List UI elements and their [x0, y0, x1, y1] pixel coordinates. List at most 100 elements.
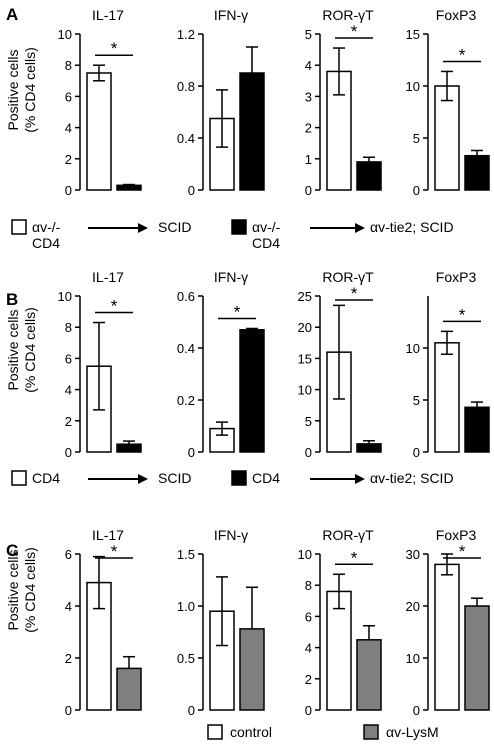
y-tick-label: 0: [305, 183, 312, 198]
legend-swatch-black: [231, 470, 247, 486]
significance-star: *: [459, 542, 466, 561]
significance-star: *: [111, 297, 118, 316]
y-tick-label: 6: [65, 547, 72, 562]
bar-black: [464, 406, 490, 453]
y-tick-label: 2: [65, 651, 72, 666]
legend-swatch-white: [11, 470, 27, 486]
y-tick-label: 6: [305, 609, 312, 624]
y-tick-label: 20: [406, 599, 420, 614]
bar-black: [464, 154, 490, 191]
y-tick-label: 0.5: [177, 651, 195, 666]
y-tick-label: 8: [65, 320, 72, 335]
bar-black: [116, 184, 142, 191]
bar-black: [116, 443, 142, 453]
chart-title: ROR-γT: [322, 527, 374, 543]
y-tick-label: 0: [413, 183, 420, 198]
y-tick-label: 4: [305, 641, 312, 656]
legend-label: αv-LysM: [386, 724, 439, 740]
y-axis-label: Positive cells: [5, 550, 21, 631]
y-tick-label: 6: [65, 89, 72, 104]
chart-title: ROR-γT: [322, 7, 374, 23]
legend-target-label: SCID: [158, 219, 191, 235]
bar-white: [434, 85, 460, 191]
bar-gray: [116, 667, 142, 711]
y-tick-label: 3: [305, 89, 312, 104]
y-tick-label: 0: [188, 445, 195, 460]
significance-star: *: [459, 305, 466, 324]
bar-black: [239, 329, 265, 453]
y-tick-label: 1.2: [177, 27, 195, 42]
bar-white: [434, 563, 460, 711]
y-tick-label: 2: [65, 152, 72, 167]
y-axis-label: Positive cells: [5, 310, 21, 391]
bar-black: [356, 161, 382, 191]
chart-title: FoxP3: [436, 269, 477, 285]
legend-label: CD4: [252, 235, 280, 251]
y-tick-label: 2: [305, 121, 312, 136]
legend-target-label: αv-tie2; SCID: [370, 219, 454, 235]
y-axis-label: (% CD4 cells): [22, 547, 38, 633]
bar-gray: [239, 628, 265, 711]
y-tick-label: 8: [65, 58, 72, 73]
legend-label: αv-/-: [252, 219, 281, 235]
y-tick-label: 4: [305, 58, 312, 73]
y-axis-label: (% CD4 cells): [22, 307, 38, 393]
y-tick-label: 5: [305, 27, 312, 42]
legend-swatch-white: [11, 219, 27, 235]
y-tick-label: 1: [305, 152, 312, 167]
bar-black: [356, 443, 382, 453]
y-tick-label: 4: [65, 121, 72, 136]
y-tick-label: 0.2: [177, 393, 195, 408]
y-tick-label: 0.8: [177, 79, 195, 94]
y-tick-label: 30: [406, 547, 420, 562]
y-tick-label: 6: [65, 351, 72, 366]
y-tick-label: 4: [65, 383, 72, 398]
y-tick-label: 0: [413, 445, 420, 460]
y-tick-label: 5: [413, 393, 420, 408]
y-tick-label: 10: [58, 289, 72, 304]
y-tick-label: 15: [298, 351, 312, 366]
y-tick-label: 0: [188, 183, 195, 198]
panel-label-B: B: [6, 290, 18, 309]
chart-title: ROR-γT: [322, 269, 374, 285]
y-tick-label: 5: [305, 414, 312, 429]
panel-label-A: A: [6, 5, 18, 24]
y-tick-label: 0.6: [177, 289, 195, 304]
chart-title: FoxP3: [436, 7, 477, 23]
bar-white: [86, 72, 112, 191]
bar-white: [326, 590, 352, 711]
legend-target-label: αv-tie2; SCID: [370, 470, 454, 486]
chart-title: IFN-γ: [214, 7, 248, 23]
significance-star: *: [111, 39, 118, 58]
y-tick-label: 1.5: [177, 547, 195, 562]
y-tick-label: 0: [305, 703, 312, 718]
panel-label-C: C: [6, 541, 18, 560]
y-tick-label: 5: [413, 131, 420, 146]
y-tick-label: 0: [188, 703, 195, 718]
chart-title: IL-17: [92, 269, 124, 285]
y-tick-label: 0: [65, 445, 72, 460]
legend-swatch-black: [231, 219, 247, 235]
y-tick-label: 10: [298, 547, 312, 562]
y-tick-label: 0: [305, 445, 312, 460]
y-tick-label: 10: [406, 79, 420, 94]
y-tick-label: 10: [58, 27, 72, 42]
y-tick-label: 20: [298, 320, 312, 335]
bar-black: [239, 72, 265, 191]
legend-label: CD4: [32, 470, 60, 486]
y-tick-label: 10: [406, 341, 420, 356]
bar-white: [434, 342, 460, 453]
y-tick-label: 0: [65, 703, 72, 718]
y-tick-label: 4: [65, 599, 72, 614]
y-axis-label: (% CD4 cells): [22, 47, 38, 133]
chart-title: IFN-γ: [214, 269, 248, 285]
bar-gray: [464, 605, 490, 711]
y-tick-label: 0.4: [177, 341, 195, 356]
legend-arrow-head: [138, 474, 148, 484]
y-tick-label: 10: [298, 383, 312, 398]
significance-star: *: [111, 542, 118, 561]
chart-title: IL-17: [92, 7, 124, 23]
bar-white: [209, 117, 235, 191]
significance-star: *: [351, 548, 358, 567]
